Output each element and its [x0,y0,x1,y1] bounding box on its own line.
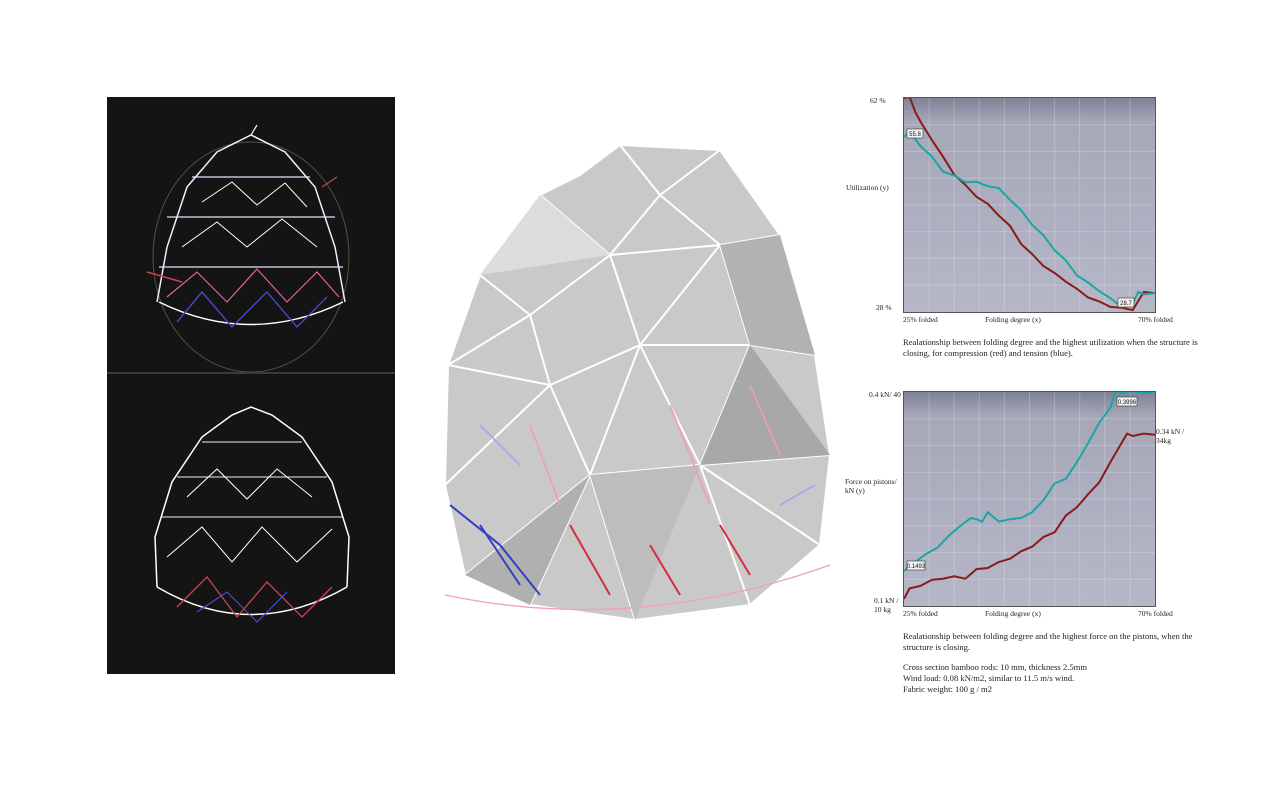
chart2-value-tag-end: 0.3996 [1116,396,1138,407]
chart1-value-tag-start: 55.8 [906,128,924,139]
note-cross-section: Cross section bamboo rods: 10 mm, thickn… [903,662,1088,672]
chart2-caption: Realationship between folding degree and… [903,631,1193,652]
wireframe-panel [107,97,395,674]
chart2-x-start-label: 25% folded [903,609,938,618]
wireframe-renders [146,124,350,623]
chart1-value-tag-start-text: 55.8 [909,132,921,138]
chart1-plot: 55.8 28.7 [904,98,1155,312]
note-fabric-weight: Fabric weight: 100 g / m2 [903,684,993,694]
chart2-series-tension-line [904,392,1155,572]
chart2-y-axis-label: Force on pistons/ kN (y) [845,477,897,495]
chart2-y-end-label: 0.34 kN / 34kg [1156,427,1185,445]
chart1-x-end-label: 70% folded [1138,315,1173,324]
chart1-x-start-label: 25% folded [903,315,938,324]
chart2-plot: 0.1493 0.3996 [904,392,1155,606]
chart2-y-bottom-label: 0.1 kN / 10 kg [874,596,899,614]
wireframe-bottom [154,406,350,623]
chart2-y-top-label: 0.4 kN/ 40 kg [869,390,911,399]
chart1-caption: Realationship between folding degree and… [903,337,1198,358]
chart1-y-bottom-label: 28 % [876,303,892,312]
chart2-value-tag-start: 0.1493 [906,560,926,571]
chart1-y-top-label: 62 % [870,96,886,105]
chart1-x-axis-label: Folding degree (x) [985,315,1041,324]
chart2-x-axis-label: Folding degree (x) [985,609,1041,618]
chart1-value-tag-end-text: 28.7 [1120,301,1132,307]
shaded-structure-render [420,125,860,630]
chart1-grid [904,98,1155,312]
note-wind-load: Wind load: 0.08 kN/m2, similar to 11.5 m… [903,673,1075,683]
chart2-series-compression-line [904,432,1155,600]
chart2-x-end-label: 70% folded [1138,609,1173,618]
chart1-value-tag-end: 28.7 [1117,297,1135,308]
panel-divider [107,372,395,374]
chart2-value-tag-end-text: 0.3996 [1118,400,1137,406]
material-notes: Cross section bamboo rods: 10 mm, thickn… [903,662,1203,695]
chart2-value-tag-start-text: 0.1493 [907,564,926,570]
chart2-grid [904,392,1155,606]
chart2-plot-area: 0.1493 0.3996 [903,391,1156,607]
structure-illustration [443,143,832,622]
chart1-series-compression-line [904,98,1155,312]
chart1-y-axis-label: Utilization (y) [846,183,889,192]
chart1-plot-area: 55.8 28.7 [903,97,1156,313]
wireframe-top [146,124,350,373]
